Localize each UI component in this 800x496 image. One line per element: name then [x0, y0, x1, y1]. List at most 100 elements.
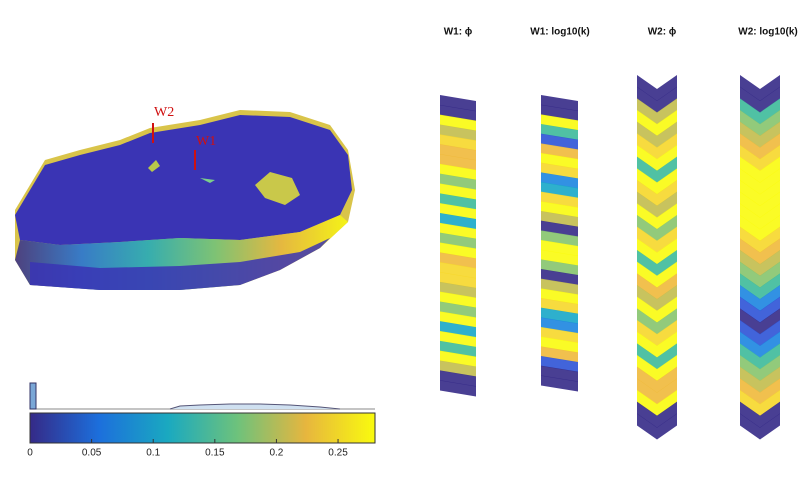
well-layer — [637, 273, 677, 300]
well-layer — [740, 378, 780, 405]
well-layer — [541, 336, 578, 353]
well-layer — [541, 346, 578, 363]
well-layer — [637, 355, 677, 382]
well-layer — [440, 173, 476, 190]
well-label: W1 — [196, 134, 216, 149]
well-layer — [440, 281, 476, 299]
well-layer — [440, 380, 476, 397]
well-layer — [440, 154, 476, 171]
well-layer — [440, 95, 476, 112]
well-layer — [637, 145, 677, 172]
well-layer — [740, 261, 780, 288]
well-layer — [637, 343, 677, 370]
well-layer — [440, 301, 476, 318]
well-layer — [541, 327, 578, 344]
colorbar-tick-label: 0.1 — [146, 448, 160, 459]
well-layer — [440, 104, 476, 122]
panel-title: W2: log10(k) — [738, 27, 797, 38]
well-layer — [637, 156, 677, 183]
well-layer — [541, 143, 578, 160]
well-layer — [541, 240, 578, 257]
well-layer — [541, 172, 578, 189]
colorbar-tick-label: 0.15 — [205, 448, 225, 459]
well-layer — [541, 220, 578, 237]
well-layer — [740, 86, 780, 113]
well-layer — [541, 269, 578, 286]
well-layer — [740, 133, 780, 160]
well-layer — [740, 215, 780, 242]
well-layer — [740, 390, 780, 417]
well-layer — [541, 259, 578, 276]
well-layer — [637, 320, 677, 347]
colorbar — [29, 412, 376, 444]
well-layer — [740, 191, 780, 218]
well-layer — [637, 296, 677, 323]
well-layer — [440, 114, 476, 131]
histogram — [29, 382, 375, 410]
well-layer — [541, 365, 578, 382]
well-layer — [440, 291, 476, 308]
well-layer — [637, 401, 677, 428]
well-layer — [541, 182, 578, 199]
well-layer — [740, 308, 780, 335]
well-layer — [637, 238, 677, 265]
well-layer — [637, 331, 677, 358]
well-layer — [440, 124, 476, 141]
well-layer — [440, 144, 476, 161]
well-layer — [440, 203, 476, 220]
well-layer — [637, 168, 677, 195]
well-layer — [440, 242, 476, 259]
well-layer — [740, 320, 780, 347]
well-layer — [637, 215, 677, 242]
well-layer — [637, 226, 677, 253]
well-layer — [740, 250, 780, 277]
well-layer — [541, 375, 578, 392]
well-layer — [637, 133, 677, 160]
well-layer — [740, 98, 780, 125]
well-layer — [740, 238, 780, 265]
well-layer — [541, 317, 578, 334]
well-layer — [740, 273, 780, 300]
well-layer — [440, 262, 476, 279]
well-layer — [440, 252, 476, 269]
panel-title: W1: log10(k) — [530, 27, 589, 38]
well-layer — [740, 226, 780, 253]
well-layer — [541, 114, 578, 131]
well-layer — [541, 356, 578, 373]
well-layer — [440, 193, 476, 210]
well-layer — [740, 366, 780, 393]
well-layer — [740, 413, 780, 440]
colorbar-tick-label: 0.25 — [328, 448, 348, 459]
well-layer — [541, 288, 578, 305]
well-layer — [740, 156, 780, 183]
well-layer — [541, 298, 578, 315]
well-layer — [541, 124, 578, 141]
well-layer — [637, 191, 677, 218]
panel-title: W2: ϕ — [648, 27, 677, 38]
well-layer — [440, 222, 476, 240]
well-layer — [440, 311, 476, 328]
well-layer — [740, 180, 780, 207]
well-layer — [541, 153, 578, 170]
well-layer — [740, 401, 780, 428]
well-layer — [740, 168, 780, 195]
well-layer — [637, 98, 677, 125]
well-layer — [440, 360, 476, 377]
well-layer — [637, 285, 677, 312]
well-layer — [637, 203, 677, 230]
well-layer — [541, 104, 578, 121]
well-layer — [740, 343, 780, 370]
well-layer — [541, 307, 578, 324]
well-layer — [740, 75, 780, 102]
colorbar-tick-label: 0.05 — [82, 448, 102, 459]
well-layer — [440, 331, 476, 348]
well-label: W2 — [154, 105, 174, 120]
well-layer — [541, 249, 578, 266]
colorbar-tick-label: 0.2 — [269, 448, 283, 459]
well-layer — [440, 340, 476, 358]
well-layer — [637, 110, 677, 137]
colorbar-tick-label: 0 — [27, 448, 33, 459]
well-layer — [740, 285, 780, 312]
reservoir-3d — [15, 110, 355, 290]
well-layer — [740, 121, 780, 148]
